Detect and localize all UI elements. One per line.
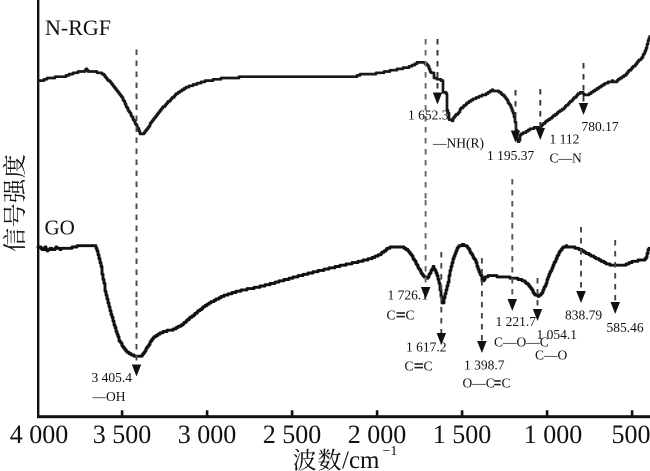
svg-text:2 500: 2 500 — [263, 420, 322, 449]
svg-text:O—C: O—C — [463, 376, 495, 391]
svg-text:1 000: 1 000 — [524, 420, 583, 449]
svg-text:C—N: C—N — [550, 151, 583, 166]
svg-text:C: C — [502, 376, 511, 391]
svg-text:2 000: 2 000 — [348, 420, 407, 449]
svg-text:1 221.7: 1 221.7 — [496, 314, 537, 329]
svg-text:1 195.37: 1 195.37 — [487, 148, 535, 163]
svg-text:N-RGF: N-RGF — [45, 15, 111, 40]
svg-text:C: C — [424, 359, 433, 374]
svg-text:500: 500 — [612, 420, 650, 449]
svg-text:3 500: 3 500 — [93, 420, 152, 449]
svg-text:—NH(R): —NH(R) — [432, 136, 484, 151]
svg-text:1 398.7: 1 398.7 — [464, 358, 505, 373]
svg-text:/cm: /cm — [342, 447, 380, 471]
svg-text:3 405.4: 3 405.4 — [92, 370, 133, 385]
svg-text:1 617.2: 1 617.2 — [406, 340, 447, 355]
svg-text:1 112: 1 112 — [550, 132, 580, 147]
svg-text:3 000: 3 000 — [178, 420, 237, 449]
svg-text:838.79: 838.79 — [565, 308, 602, 323]
svg-text:C—O—C: C—O—C — [494, 335, 549, 350]
svg-text:780.17: 780.17 — [582, 119, 619, 134]
svg-text:1 500: 1 500 — [433, 420, 492, 449]
svg-text:C: C — [387, 308, 396, 323]
svg-text:−1: −1 — [383, 444, 398, 459]
svg-text:—OH: —OH — [92, 389, 126, 404]
svg-text:C: C — [405, 359, 414, 374]
svg-text:4 000: 4 000 — [10, 420, 69, 449]
svg-text:585.46: 585.46 — [607, 320, 644, 335]
svg-text:C: C — [406, 308, 415, 323]
svg-text:GO: GO — [45, 216, 75, 240]
svg-text:1 652.3: 1 652.3 — [408, 108, 449, 123]
svg-text:C—O: C—O — [535, 348, 568, 363]
svg-text:1 726.1: 1 726.1 — [388, 288, 429, 303]
svg-text:1 054.1: 1 054.1 — [537, 327, 578, 342]
